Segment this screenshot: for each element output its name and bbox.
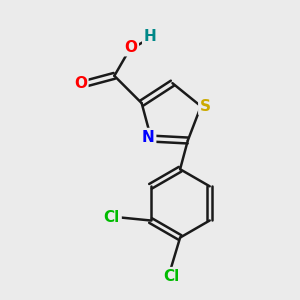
Text: N: N xyxy=(142,130,155,145)
Text: S: S xyxy=(200,99,211,114)
Text: Cl: Cl xyxy=(163,269,179,284)
Text: Cl: Cl xyxy=(104,210,120,225)
Text: H: H xyxy=(144,29,157,44)
Text: O: O xyxy=(124,40,137,55)
Text: O: O xyxy=(74,76,87,91)
